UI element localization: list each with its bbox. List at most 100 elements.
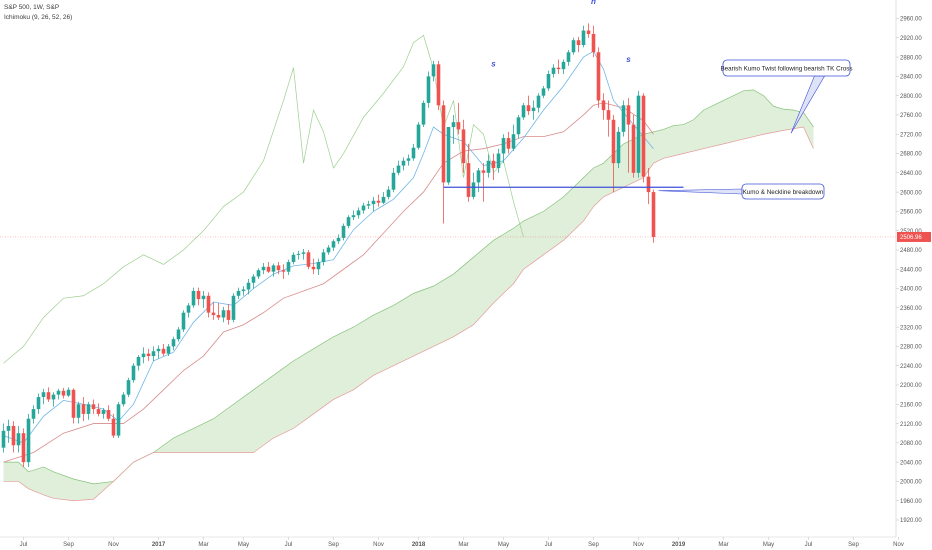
candle-down [71,389,76,418]
neckline-breakdown-annotation-text: Kumo & Neckline breakdown [743,189,824,196]
candle-up [201,295,206,300]
candle-up [366,204,371,206]
candle-up [531,107,536,112]
candle-up [401,160,406,166]
candle-down [461,129,466,164]
candle-up [131,365,136,381]
x-tick-label: 2017 [152,542,166,548]
candle-down [211,312,216,316]
candle-down [146,353,151,357]
candle-down [611,119,616,164]
candle-up [511,134,516,149]
ichimoku-lines [3,34,814,502]
candle-down [96,409,101,414]
candle-down [436,64,441,106]
candle-down [216,315,221,318]
x-tick-label: May [763,542,774,548]
candle-up [516,117,521,135]
candle-up [191,290,196,306]
x-tick-label: Sep [328,542,339,548]
candle-up [356,210,361,216]
kijun-sen [3,102,654,463]
candle-up [141,353,146,358]
candle-up [181,312,186,330]
x-tick-label: Sep [848,542,859,548]
ichimoku-cloud [3,89,814,501]
last-price-label: 2506.96 [900,235,922,241]
candle-up [616,131,621,164]
candle-up [16,433,21,446]
x-tick-label: 2019 [672,542,686,548]
candle-up [136,357,141,366]
candle-up [336,237,341,242]
bullish-kumo [3,89,814,501]
y-tick-label: 2320.00 [900,325,922,331]
candle-up [321,252,326,263]
candle-up [296,253,301,255]
candle-down [161,348,166,354]
candle-down [91,404,96,410]
x-tick-label: May [498,542,509,548]
candle-up [316,262,321,270]
candle-up [41,392,46,398]
candle-up [486,160,491,173]
candle-up [496,153,501,168]
candle-down [626,105,631,125]
candle-down [456,122,461,130]
y-tick-label: 2280.00 [900,345,922,351]
candle-down [266,266,271,272]
candle-up [1,430,6,448]
candle-up [31,409,36,419]
candle-down [631,124,636,173]
candle-up [361,205,366,211]
candle-down [311,266,316,270]
candle-up [176,329,181,340]
candle-up [151,351,156,357]
candle-down [601,100,606,111]
neckline-breakdown-annotation-box [741,183,825,200]
x-tick-label: Nov [108,542,119,548]
y-tick-label: 2840.00 [900,75,922,81]
candle-down [306,252,311,267]
candle-down [11,425,16,446]
y-tick-label: 2640.00 [900,171,922,177]
candle-up [426,76,431,103]
x-tick-label: Mar [718,542,728,548]
candle-up [371,200,376,205]
candle-up [341,225,346,238]
candle-up [416,124,421,148]
x-tick-label: Sep [63,542,74,548]
y-tick-label: 2160.00 [900,402,922,408]
candle-up [66,389,71,396]
y-tick-label: 2360.00 [900,306,922,312]
candle-up [261,266,266,271]
candle-down [281,270,286,272]
candle-up [166,346,171,354]
candle-up [116,404,121,436]
y-tick-label: 2080.00 [900,441,922,447]
y-tick-label: 2240.00 [900,364,922,370]
x-tick-label: Jul [20,542,28,548]
candle-down [576,40,581,46]
y-tick-label: 2000.00 [900,480,922,486]
last-price-badge [897,231,931,242]
x-tick-label: Nov [373,542,384,548]
neckline-breakdown-annotation-pointer [658,188,743,195]
y-tick-label: 2600.00 [900,190,922,196]
candle-down [376,200,381,203]
candle-down [226,310,231,320]
candle-up [636,95,641,173]
x-tick-label: 2018 [412,542,426,548]
kumo-twist-annotation-text: Bearish Kumo Twist following bearish TK … [720,65,852,72]
x-tick-label: Nov [633,542,644,548]
shoulder-label: s [491,60,496,69]
candle-down [646,176,651,193]
x-tick-label: May [238,542,249,548]
candle-down [481,170,486,173]
candlesticks [1,23,656,467]
candle-up [406,158,411,161]
x-tick-label: Mar [458,542,468,548]
y-tick-label: 2920.00 [900,36,922,42]
